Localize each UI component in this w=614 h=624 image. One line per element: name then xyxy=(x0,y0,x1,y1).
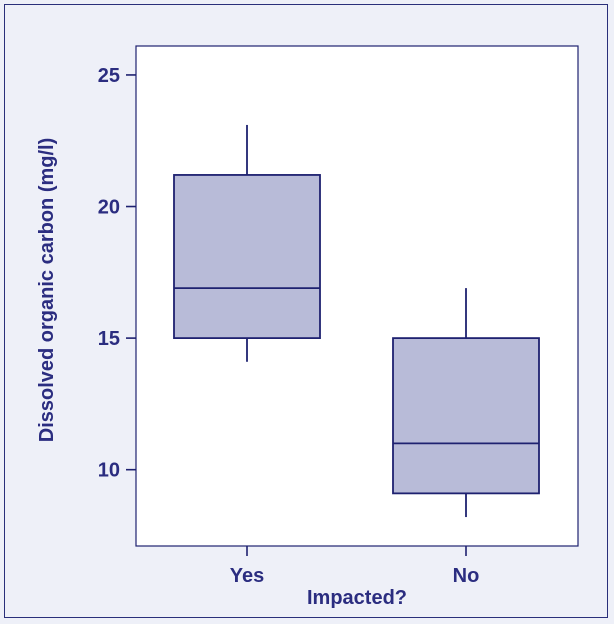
y-tick-label-25: 25 xyxy=(98,65,120,87)
box-No xyxy=(392,288,540,518)
y-tick-label-20: 20 xyxy=(98,197,120,219)
box-body-Yes xyxy=(173,174,321,340)
box-Yes xyxy=(173,124,321,362)
box-body-No xyxy=(392,337,540,495)
y-tick-label-10: 10 xyxy=(98,460,120,482)
y-axis-label: Dissolved organic carbon (mg/l) xyxy=(36,138,58,443)
x-tick-label-Yes: Yes xyxy=(230,565,264,587)
y-tick-label-15: 15 xyxy=(98,328,120,350)
boxes xyxy=(173,124,540,518)
x-axis: Yes No xyxy=(230,546,480,587)
y-axis: 10 15 20 25 xyxy=(98,65,136,482)
x-tick-label-No: No xyxy=(453,565,480,587)
x-axis-label: Impacted? xyxy=(307,587,407,609)
